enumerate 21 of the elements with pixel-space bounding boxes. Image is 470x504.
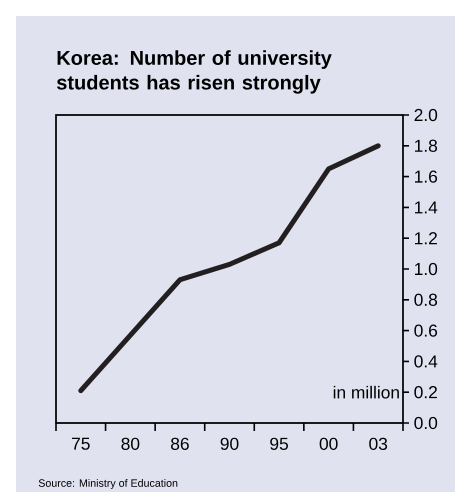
x-tick-label: 00 <box>320 438 338 450</box>
y-axis-title: in million <box>334 386 399 399</box>
y-tick-label: 1.2 <box>415 232 437 244</box>
source-note: Source: Ministry of Education <box>38 479 178 489</box>
y-tick-label: 1.8 <box>415 140 438 152</box>
y-tick-label: 1.0 <box>415 262 438 276</box>
y-tick-label: 2.0 <box>414 108 438 122</box>
y-tick-label: 1.4 <box>415 201 438 214</box>
x-tick-label: 90 <box>220 438 238 450</box>
x-tick-label: 80 <box>121 438 140 450</box>
x-tick-label: 95 <box>270 438 288 450</box>
x-tick-label: 03 <box>369 438 388 450</box>
y-tick-label: 0.8 <box>414 294 438 306</box>
x-tick-label: 75 <box>72 438 90 450</box>
chart-title: Korea: Number of university students has risen strongly <box>56 50 332 94</box>
x-tick-label: 86 <box>171 438 189 450</box>
y-tick-label: 1.6 <box>415 170 438 183</box>
y-tick-label: 0.2 <box>414 386 437 398</box>
y-tick-label: 0.0 <box>414 416 438 430</box>
y-tick-label: 0.6 <box>414 324 438 337</box>
y-tick-label: 0.4 <box>414 355 438 368</box>
